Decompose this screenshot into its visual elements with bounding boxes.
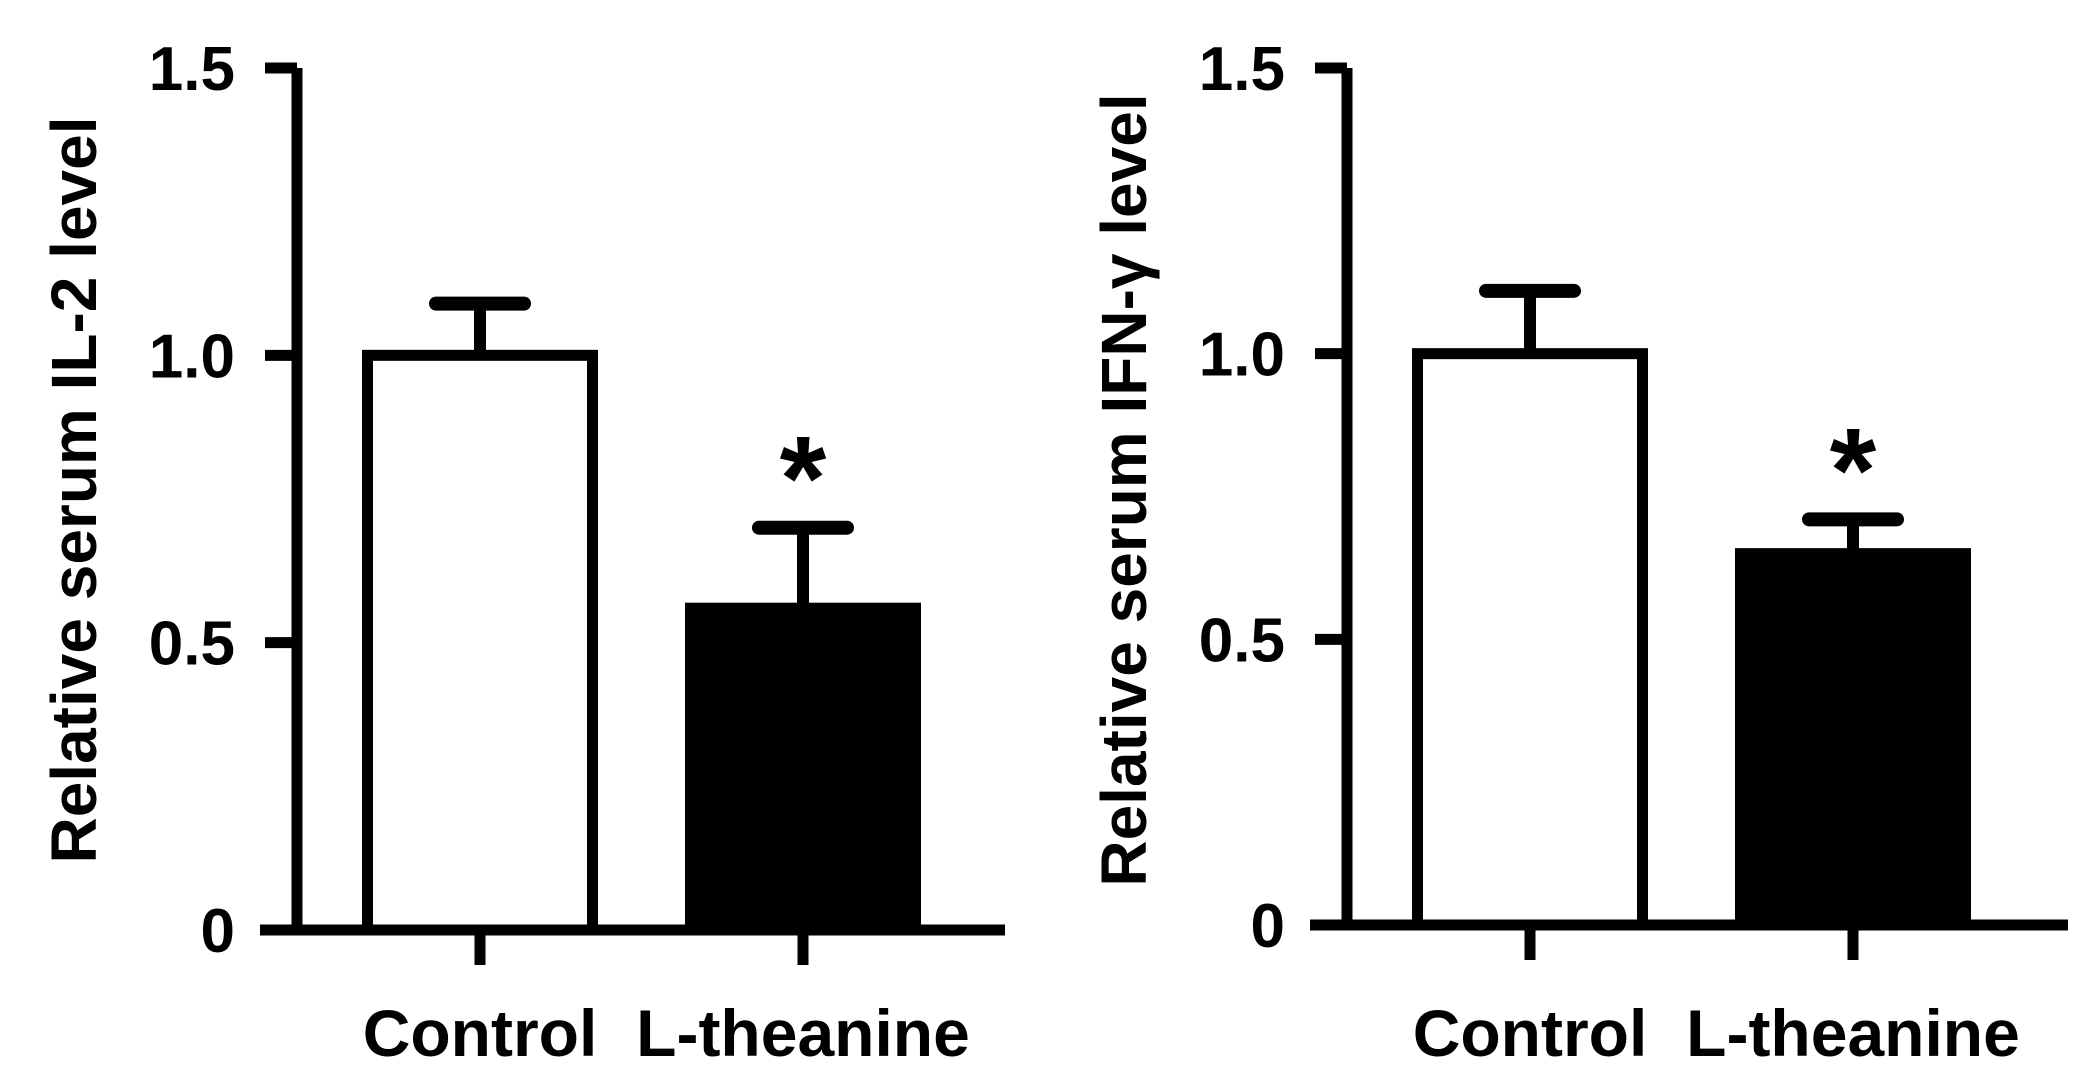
bars	[1412, 348, 1971, 931]
y-tick-label: 1.5	[149, 35, 235, 104]
chart-panel-ifn-gamma: Relative serum IFN-γ level 0 0.5 1.0 1.5 Co…	[1088, 35, 2068, 1070]
x-ticks	[474, 930, 809, 965]
y-axis-title: Relative serum IFN-γ level	[1088, 93, 1160, 886]
chart-panel-il2: Relative serum IL-2 level 0 0.5 1.0 1.5 Con…	[38, 35, 1005, 1070]
x-tick-label: Control	[1413, 996, 1648, 1070]
error-bars	[429, 296, 854, 609]
error-bars	[1479, 283, 1904, 554]
significance-asterisk: *	[780, 412, 827, 546]
x-tick-label: Control	[363, 996, 598, 1070]
y-tick-label: 1.0	[149, 322, 235, 391]
significance-asterisk: *	[1830, 403, 1877, 537]
bar-l-theanine	[1735, 548, 1971, 931]
significance-markers: *	[1830, 403, 1877, 537]
x-tick-label: L-theanine	[1686, 996, 2020, 1070]
y-tick-label: 0	[1251, 892, 1285, 961]
significance-markers: *	[780, 412, 827, 546]
x-ticks	[1524, 925, 1859, 960]
y-ticks	[1315, 62, 1347, 931]
y-ticks	[265, 62, 297, 936]
y-tick-label: 0.5	[149, 610, 235, 679]
y-tick-labels: 0 0.5 1.0 1.5	[1199, 35, 1285, 961]
x-tick-label: L-theanine	[636, 996, 970, 1070]
y-tick-label: 1.0	[1199, 321, 1285, 390]
bar-control	[362, 349, 598, 936]
y-tick-label: 0.5	[1199, 606, 1285, 675]
x-tick-labels: Control L-theanine	[1413, 996, 2020, 1070]
x-tick-labels: Control L-theanine	[363, 996, 970, 1070]
y-axis-title: Relative serum IL-2 level	[38, 116, 110, 863]
bar-l-theanine	[685, 602, 921, 936]
bar-control	[1412, 348, 1648, 931]
y-tick-labels: 0 0.5 1.0 1.5	[149, 35, 235, 966]
y-tick-label: 0	[201, 897, 235, 966]
y-tick-label: 1.5	[1199, 35, 1285, 104]
bars	[362, 349, 921, 936]
